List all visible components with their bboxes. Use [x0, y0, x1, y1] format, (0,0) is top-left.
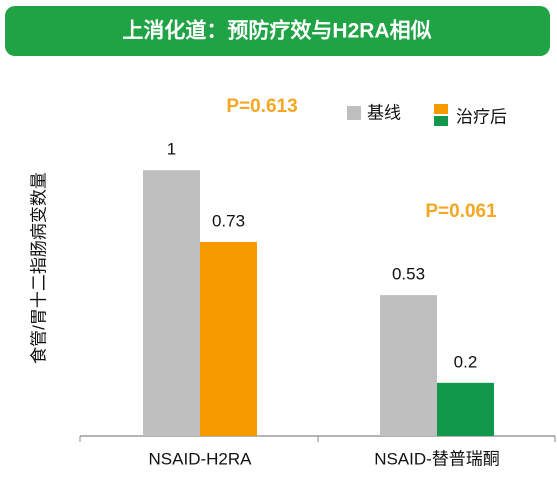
value-label: 1 — [167, 140, 176, 159]
annotation: P=0.613 — [226, 96, 297, 117]
legend-label: 治疗后 — [456, 107, 507, 126]
x-tick-label: NSAID-H2RA — [149, 449, 253, 468]
legend-label: 基线 — [367, 103, 401, 122]
title-banner — [5, 6, 550, 56]
legend-swatch — [347, 106, 361, 120]
legend-swatch — [434, 104, 448, 114]
chart-title: 上消化道：预防疗效与H2RA相似 — [122, 19, 431, 43]
annotation: P=0.061 — [425, 201, 497, 222]
value-label: 0.73 — [212, 211, 245, 230]
bar — [437, 382, 494, 436]
legend-swatch — [434, 116, 448, 126]
value-label: 0.53 — [392, 265, 425, 284]
x-tick-label: NSAID-替普瑞酮 — [374, 449, 500, 468]
bar — [200, 241, 257, 436]
bar — [380, 295, 437, 436]
value-label: 0.2 — [454, 352, 478, 371]
bar — [143, 170, 200, 436]
y-axis-label: 食管/胃十二指肠病变数量 — [29, 172, 48, 364]
